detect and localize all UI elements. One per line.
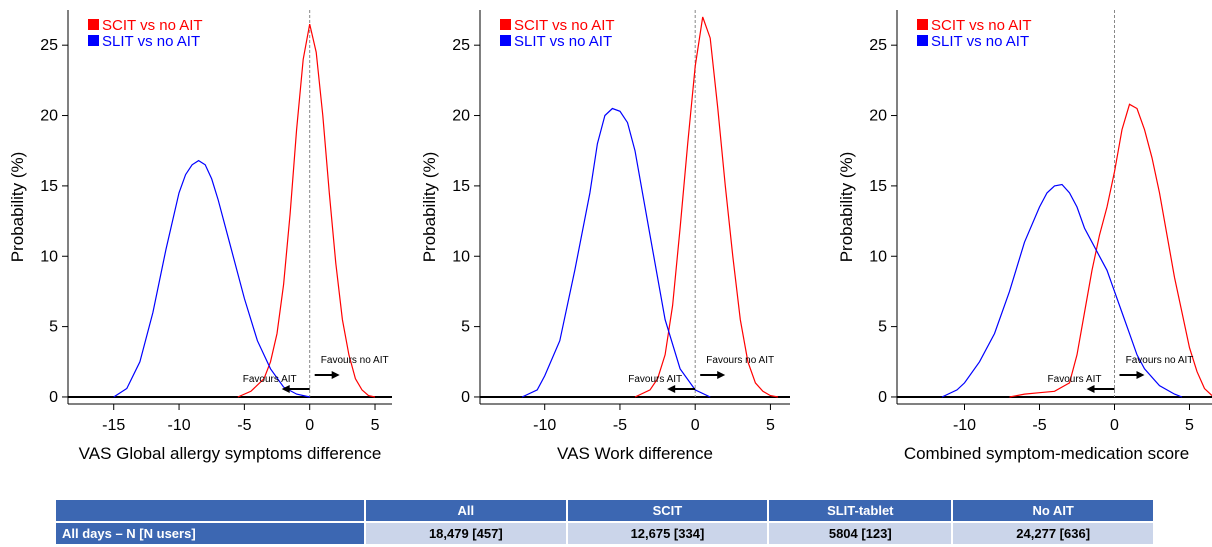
y-tick-label: 25 bbox=[40, 37, 58, 54]
x-tick-label: -10 bbox=[533, 417, 556, 434]
y-tick-label: 15 bbox=[452, 178, 470, 195]
y-tick-label: 15 bbox=[869, 178, 887, 195]
x-tick-label: -10 bbox=[167, 417, 190, 434]
y-axis-label: Probability (%) bbox=[837, 152, 856, 263]
summary-table: All SCIT SLIT-tablet No AIT All days – N… bbox=[56, 500, 1155, 544]
y-axis-label: Probability (%) bbox=[8, 152, 27, 263]
table-header-row: All SCIT SLIT-tablet No AIT bbox=[56, 500, 1155, 522]
series-line-slit bbox=[521, 107, 711, 398]
arrow-left-head bbox=[1086, 384, 1095, 393]
x-axis-label: VAS Work difference bbox=[557, 444, 713, 463]
legend-swatch bbox=[88, 35, 99, 46]
x-tick-label: 0 bbox=[305, 417, 314, 434]
y-tick-label: 10 bbox=[40, 248, 58, 265]
annotation-favours-no-ait: Favours no AIT bbox=[706, 355, 774, 366]
chart-panel-row: 0 5 10 15 20 25 -15 -10 -5 0 5 SCIT vs no AIT SLIT v… bbox=[8, 10, 1212, 463]
y-tick-label: 20 bbox=[452, 108, 470, 125]
legend-label: SLIT vs no AIT bbox=[102, 33, 200, 50]
x-tick-label: 5 bbox=[1185, 417, 1194, 434]
y-tick-label: 20 bbox=[40, 108, 58, 125]
y-axis-label: Probability (%) bbox=[420, 152, 439, 263]
annotation-favours-ait: Favours AIT bbox=[628, 374, 682, 385]
arrow-right-head bbox=[717, 370, 726, 379]
y-tick-label: 15 bbox=[40, 178, 58, 195]
table-header-scit: SCIT bbox=[566, 500, 770, 522]
arrow-left-head bbox=[667, 384, 676, 393]
series-line-slit bbox=[941, 183, 1183, 398]
y-tick-label: 0 bbox=[878, 389, 887, 406]
x-tick-label: -10 bbox=[953, 417, 976, 434]
series-group bbox=[113, 23, 376, 398]
table-cell-scit: 12,675 [334] bbox=[566, 521, 770, 544]
x-tick-label: 5 bbox=[766, 417, 775, 434]
arrow-left-head bbox=[281, 384, 290, 393]
table-row: All days – N [N users] 18,479 [457] 12,6… bbox=[56, 521, 1155, 544]
legend-label: SCIT vs no AIT bbox=[514, 17, 615, 34]
table-header-blank bbox=[56, 500, 366, 522]
series-group bbox=[941, 103, 1212, 398]
y-tick-label: 20 bbox=[869, 108, 887, 125]
series-group bbox=[521, 16, 779, 398]
legend-label: SLIT vs no AIT bbox=[514, 33, 612, 50]
table-cell-all: 18,479 [457] bbox=[365, 521, 568, 544]
x-axis-label: VAS Global allergy symptoms difference bbox=[79, 444, 382, 463]
y-tick-label: 25 bbox=[869, 37, 887, 54]
legend-swatch bbox=[500, 19, 511, 30]
y-tick-label: 10 bbox=[452, 248, 470, 265]
legend-label: SCIT vs no AIT bbox=[102, 17, 203, 34]
series-line-scit bbox=[634, 16, 779, 398]
legend-swatch bbox=[500, 35, 511, 46]
table-header-noait: No AIT bbox=[952, 500, 1155, 522]
y-tick-label: 5 bbox=[49, 319, 58, 336]
legend-swatch bbox=[917, 19, 928, 30]
x-axis-label: Combined symptom-medication score bbox=[904, 444, 1189, 463]
legend-label: SCIT vs no AIT bbox=[931, 17, 1032, 34]
annotation-favours-ait: Favours AIT bbox=[1048, 374, 1102, 385]
y-tick-label: 5 bbox=[878, 319, 887, 336]
legend-swatch bbox=[88, 19, 99, 30]
series-line-slit bbox=[113, 159, 310, 398]
table-cell-noait: 24,277 [636] bbox=[952, 521, 1155, 544]
x-tick-label: -15 bbox=[102, 417, 125, 434]
table-cell-slit: 5804 [123] bbox=[768, 521, 954, 544]
table-header-all: All bbox=[365, 500, 568, 522]
arrow-right-head bbox=[331, 370, 340, 379]
y-tick-label: 5 bbox=[461, 319, 470, 336]
y-tick-label: 0 bbox=[49, 389, 58, 406]
arrow-right-head bbox=[1136, 370, 1145, 379]
y-tick-label: 0 bbox=[461, 389, 470, 406]
x-tick-label: 0 bbox=[1110, 417, 1119, 434]
legend-swatch bbox=[917, 35, 928, 46]
annotation-favours-no-ait: Favours no AIT bbox=[321, 355, 389, 366]
legend-label: SLIT vs no AIT bbox=[931, 33, 1029, 50]
x-tick-label: -5 bbox=[613, 417, 627, 434]
series-line-scit bbox=[237, 23, 376, 398]
table-header-slit: SLIT-tablet bbox=[768, 500, 954, 522]
annotation-favours-no-ait: Favours no AIT bbox=[1126, 355, 1194, 366]
x-tick-label: -5 bbox=[237, 417, 251, 434]
series-line-scit bbox=[1009, 103, 1212, 398]
x-tick-label: -5 bbox=[1032, 417, 1046, 434]
annotation-favours-ait: Favours AIT bbox=[243, 374, 297, 385]
table-row-label: All days – N [N users] bbox=[56, 521, 366, 544]
x-tick-label: 0 bbox=[691, 417, 700, 434]
y-tick-label: 10 bbox=[869, 248, 887, 265]
y-tick-label: 25 bbox=[452, 37, 470, 54]
x-tick-label: 5 bbox=[371, 417, 380, 434]
